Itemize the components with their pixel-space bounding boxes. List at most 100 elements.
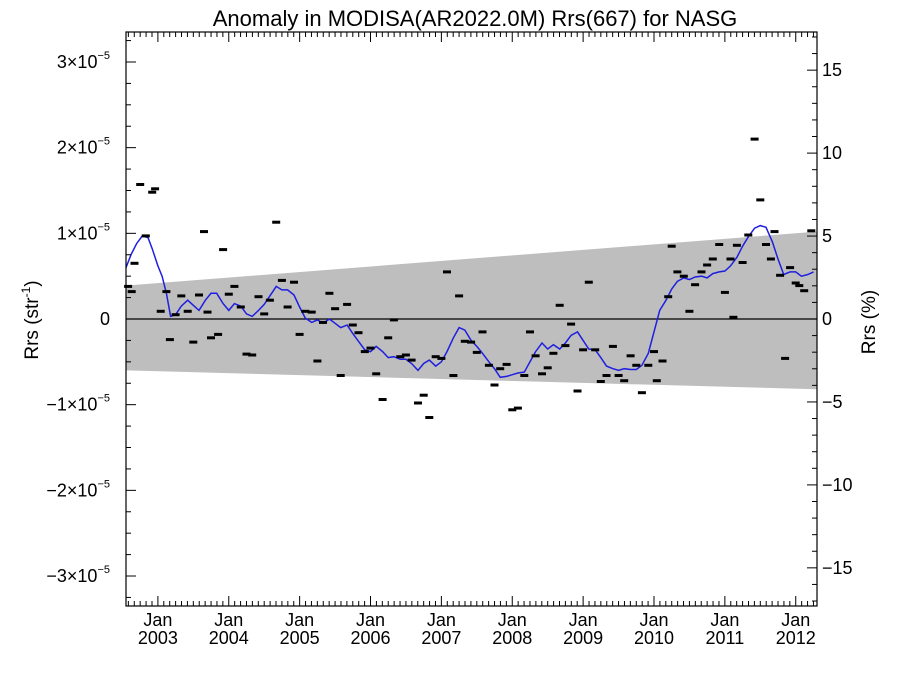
anomaly-marker: [608, 344, 617, 348]
x-tick-month-label: Jan: [569, 610, 598, 630]
left-tick-label: −2×10−5: [46, 478, 110, 500]
anomaly-marker: [407, 358, 416, 362]
anomaly-marker: [401, 353, 410, 357]
x-tick-year-label: 2005: [280, 628, 320, 648]
anomaly-marker: [673, 270, 682, 274]
anomaly-marker: [484, 363, 493, 367]
uncertainty-band-layer: [126, 231, 817, 390]
anomaly-marker: [148, 190, 157, 194]
anomaly-marker: [254, 295, 263, 299]
anomaly-marker: [652, 379, 661, 383]
anomaly-marker: [360, 350, 369, 354]
anomaly-marker: [414, 401, 422, 405]
x-tick-year-label: 2011: [706, 628, 745, 648]
anomaly-marker: [496, 367, 505, 371]
anomaly-marker: [272, 220, 281, 224]
anomaly-marker: [513, 406, 522, 410]
left-tick-label-exponent: −5: [97, 136, 110, 148]
monthly-anomaly-markers: [124, 137, 816, 419]
anomaly-marker: [343, 302, 352, 306]
anomaly-marker: [596, 380, 605, 383]
anomaly-marker: [795, 284, 804, 288]
anomaly-marker: [538, 372, 546, 376]
anomaly-marker: [644, 363, 653, 367]
anomaly-marker: [419, 393, 428, 397]
anomaly-marker: [791, 281, 800, 285]
left-tick-label-base: 1×10: [57, 223, 98, 243]
anomaly-marker: [141, 234, 150, 238]
anomaly-marker: [290, 280, 298, 284]
left-tick-label-base: 3×10: [57, 52, 98, 72]
anomaly-marker: [729, 315, 738, 319]
right-tick-label: −15: [822, 558, 853, 578]
anomaly-marker: [242, 352, 251, 356]
anomaly-marker: [602, 374, 611, 377]
x-tick-year-label: 2003: [138, 628, 178, 648]
anomaly-marker: [679, 274, 688, 278]
anomaly-marker: [171, 313, 180, 317]
anomaly-marker: [637, 391, 646, 395]
y-axis-label-left-sup: -1: [19, 286, 33, 297]
left-y-axis: 3×10−52×10−51×10−50−1×10−5−2×10−5−3×10−5: [46, 40, 136, 598]
left-tick-label-base: −2×10: [46, 480, 97, 500]
x-tick-year-label: 2008: [492, 628, 532, 648]
left-tick-label: 2×10−5: [57, 136, 110, 158]
left-tick-label-exponent: −5: [97, 478, 110, 490]
anomaly-marker: [567, 322, 576, 326]
anomaly-marker: [770, 230, 779, 234]
x-tick-month-label: Jan: [710, 610, 739, 630]
right-tick-label: −10: [822, 475, 853, 495]
anomaly-marker: [691, 283, 700, 287]
left-tick-label-exponent: −5: [97, 221, 110, 233]
anomaly-marker: [807, 229, 816, 233]
left-tick-label-base: 0: [100, 309, 110, 329]
x-tick-month-label: Jan: [498, 610, 527, 630]
anomaly-marker: [703, 263, 712, 267]
anomaly-marker: [378, 398, 387, 401]
anomaly-marker: [786, 266, 795, 270]
anomaly-marker: [685, 309, 694, 313]
anomaly-marker: [325, 291, 334, 295]
anomaly-marker: [354, 331, 363, 335]
anomaly-marker: [800, 289, 809, 293]
anomaly-marker: [156, 309, 165, 313]
anomaly-marker: [584, 280, 593, 284]
anomaly-marker: [460, 339, 469, 343]
anomaly-marker: [336, 374, 345, 377]
anomaly-marker: [697, 270, 706, 274]
anomaly-marker: [124, 284, 133, 288]
anomaly-marker: [224, 292, 233, 296]
x-tick-year-label: 2010: [634, 628, 674, 648]
right-tick-label: 15: [822, 60, 842, 80]
anomaly-marker: [389, 318, 398, 322]
running-mean-layer: [125, 224, 814, 379]
anomaly-marker: [549, 351, 558, 355]
left-tick-label-base: 2×10: [57, 138, 98, 158]
anomaly-marker: [502, 362, 511, 366]
x-tick-month-label: Jan: [143, 610, 172, 630]
anomaly-marker: [526, 330, 534, 334]
anomaly-marker: [467, 340, 476, 344]
anomaly-marker: [626, 354, 635, 358]
anomaly-marker: [726, 257, 735, 261]
anomaly-marker: [478, 330, 487, 334]
anomaly-marker: [708, 257, 717, 261]
anomaly-marker: [396, 355, 405, 359]
x-tick-month-label: Jan: [356, 610, 385, 630]
anomaly-marker: [632, 363, 641, 367]
left-tick-label: 3×10−5: [57, 50, 110, 72]
y-axis-label-right: Rrs (%): [859, 290, 880, 354]
anomaly-marker: [431, 355, 440, 359]
anomaly-marker: [151, 187, 160, 191]
anomaly-marker: [200, 230, 208, 234]
anomaly-marker: [555, 303, 564, 307]
anomaly-marker: [307, 310, 316, 314]
x-tick-month-label: Jan: [639, 610, 668, 630]
anomaly-marker: [658, 359, 667, 363]
anomaly-marker: [508, 408, 517, 412]
anomaly-marker: [766, 257, 775, 261]
x-tick-month-label: Jan: [427, 610, 456, 630]
y-axis-label-left-base: Rrs (str: [22, 297, 43, 360]
anomaly-marker: [667, 244, 676, 248]
anomaly-marker: [189, 340, 198, 344]
